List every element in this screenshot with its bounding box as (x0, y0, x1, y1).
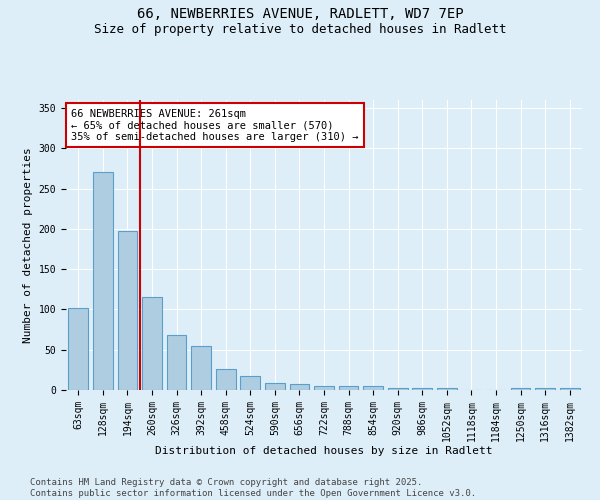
Bar (93, 172, 113, 390)
Bar (118, 232, 137, 390)
Bar (68, 308, 88, 390)
Bar (191, 346, 211, 390)
Bar (142, 298, 162, 390)
Bar (388, 388, 407, 390)
Bar (437, 388, 457, 390)
Bar (535, 388, 555, 390)
Bar (216, 369, 236, 390)
Bar (314, 386, 334, 390)
Bar (339, 386, 358, 390)
Text: Size of property relative to detached houses in Radlett: Size of property relative to detached ho… (94, 22, 506, 36)
Text: 66 NEWBERRIES AVENUE: 261sqm
← 65% of detached houses are smaller (570)
35% of s: 66 NEWBERRIES AVENUE: 261sqm ← 65% of de… (71, 108, 359, 142)
Bar (560, 388, 580, 390)
Text: Contains HM Land Registry data © Crown copyright and database right 2025.
Contai: Contains HM Land Registry data © Crown c… (30, 478, 476, 498)
Bar (412, 388, 432, 390)
Bar (167, 335, 187, 390)
Bar (241, 376, 260, 390)
Bar (265, 383, 284, 390)
X-axis label: Distribution of detached houses by size in Radlett: Distribution of detached houses by size … (155, 446, 493, 456)
Y-axis label: Number of detached properties: Number of detached properties (23, 147, 33, 343)
Bar (511, 388, 530, 390)
Text: 66, NEWBERRIES AVENUE, RADLETT, WD7 7EP: 66, NEWBERRIES AVENUE, RADLETT, WD7 7EP (137, 8, 463, 22)
Bar (290, 384, 309, 390)
Bar (364, 386, 383, 390)
